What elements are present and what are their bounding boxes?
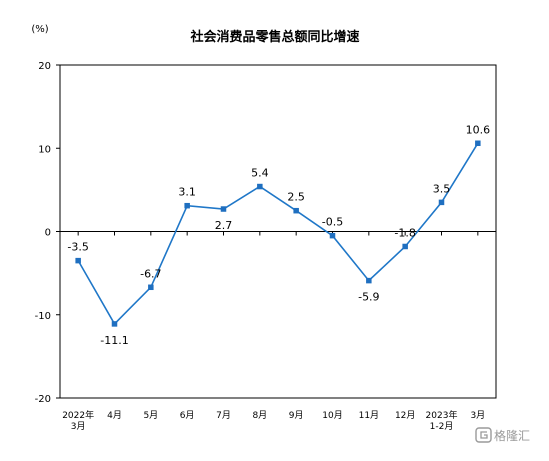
- data-point: [329, 232, 336, 239]
- x-tick-label: 9月: [289, 410, 304, 421]
- watermark-text: 格隆汇: [494, 428, 530, 443]
- data-point: [111, 321, 118, 327]
- data-point: [366, 277, 372, 284]
- x-tick-label: 3月: [470, 410, 485, 421]
- x-tick-label: 6月: [180, 410, 195, 421]
- y-tick-label: -20: [35, 394, 51, 405]
- x-tick-label: 2023年: [426, 409, 458, 421]
- data-point: [438, 199, 445, 206]
- data-label: 2.7: [215, 219, 233, 232]
- data-label: 10.6: [466, 123, 491, 136]
- x-tick-label: 10月: [322, 410, 342, 421]
- data-label: -6.7: [140, 267, 161, 280]
- data-label: 3.1: [178, 186, 196, 199]
- y-tick-label: 20: [38, 61, 51, 72]
- data-label: 5.4: [251, 167, 269, 180]
- data-point: [293, 207, 299, 214]
- y-tick-label: -10: [35, 311, 51, 322]
- x-tick-label: 2022年: [62, 409, 94, 421]
- data-label: 2.5: [287, 191, 305, 204]
- x-tick-label: 8月: [252, 410, 267, 421]
- y-unit-label: (%): [31, 24, 48, 35]
- x-tick-label: 4月: [107, 410, 122, 421]
- data-point: [75, 257, 81, 264]
- chart-title: 社会消费品零售总额同比增速: [189, 29, 359, 45]
- data-point: [184, 202, 190, 209]
- data-label: -11.1: [100, 334, 128, 347]
- x-tick-label: 5月: [143, 410, 158, 421]
- data-label: -0.5: [322, 216, 343, 229]
- data-point: [257, 183, 263, 190]
- data-point: [220, 206, 227, 212]
- x-tick-label: 1-2月: [430, 421, 454, 432]
- y-tick-label: 10: [38, 144, 51, 155]
- data-label: 3.5: [433, 182, 451, 195]
- data-point: [402, 243, 408, 250]
- data-label: -1.8: [394, 226, 415, 239]
- data-point: [148, 284, 154, 291]
- watermark: 格隆汇: [475, 427, 530, 443]
- series-line: [77, 142, 479, 326]
- x-tick-label: 12月: [395, 410, 415, 421]
- data-label: -3.5: [67, 241, 88, 254]
- data-label: -5.9: [358, 291, 379, 304]
- x-tick-label: 7月: [216, 410, 231, 421]
- x-tick-label: 11月: [359, 410, 379, 421]
- x-tick-label: 3月: [71, 421, 86, 432]
- g-logo-icon: [475, 427, 492, 443]
- data-point: [475, 140, 481, 147]
- y-tick-label: 0: [45, 228, 51, 239]
